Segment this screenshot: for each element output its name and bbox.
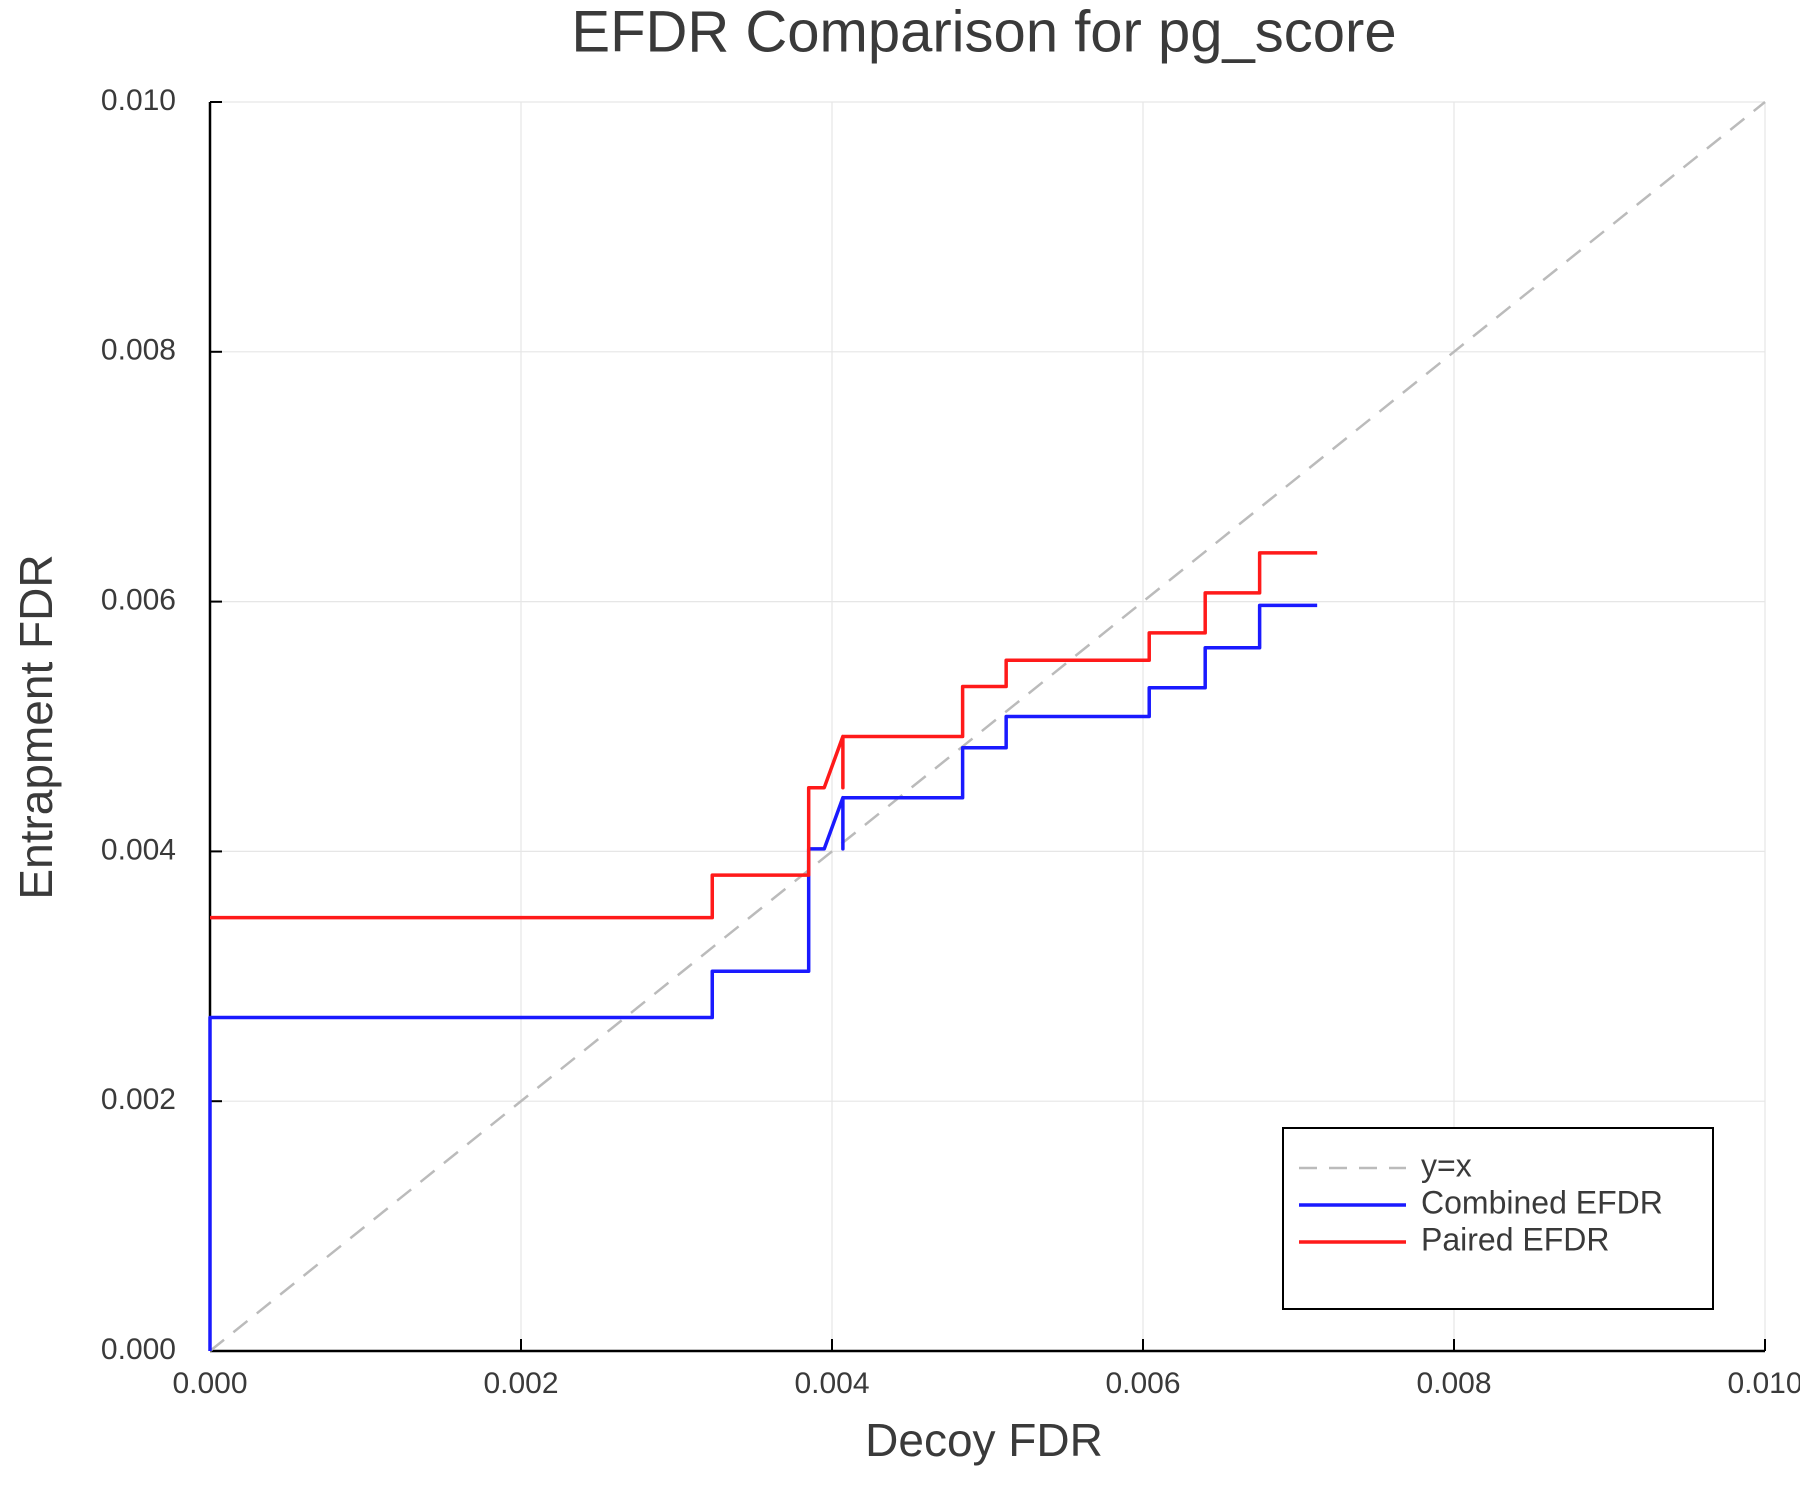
y-tick-label: 0.002 — [101, 1083, 176, 1116]
line-series — [209, 101, 1766, 1352]
y-axis-label: Entrapment FDR — [10, 554, 62, 899]
x-tick-label: 0.002 — [483, 1367, 558, 1400]
y-tick-label: 0.004 — [101, 833, 176, 866]
line-series — [210, 551, 1318, 920]
y-tick-label: 0.010 — [101, 84, 176, 117]
x-tick-label: 0.000 — [172, 1367, 247, 1400]
legend-label: Combined EFDR — [1421, 1184, 1663, 1220]
legend-label: y=x — [1421, 1147, 1472, 1183]
y-tick-label: 0.000 — [101, 1333, 176, 1366]
legend-label: Paired EFDR — [1421, 1221, 1610, 1257]
x-axis-label: Decoy FDR — [865, 1414, 1103, 1466]
y-tick-label: 0.008 — [101, 334, 176, 367]
legend-box — [1282, 1127, 1714, 1310]
x-tick-label: 0.004 — [794, 1367, 869, 1400]
line-series — [208, 603, 1318, 1351]
x-tick-label: 0.008 — [1416, 1367, 1491, 1400]
y-tick-label: 0.006 — [101, 584, 176, 617]
chart-title: EFDR Comparison for pg_score — [571, 0, 1396, 64]
x-tick-label: 0.006 — [1105, 1367, 1180, 1400]
x-tick-label: 0.010 — [1727, 1367, 1800, 1400]
